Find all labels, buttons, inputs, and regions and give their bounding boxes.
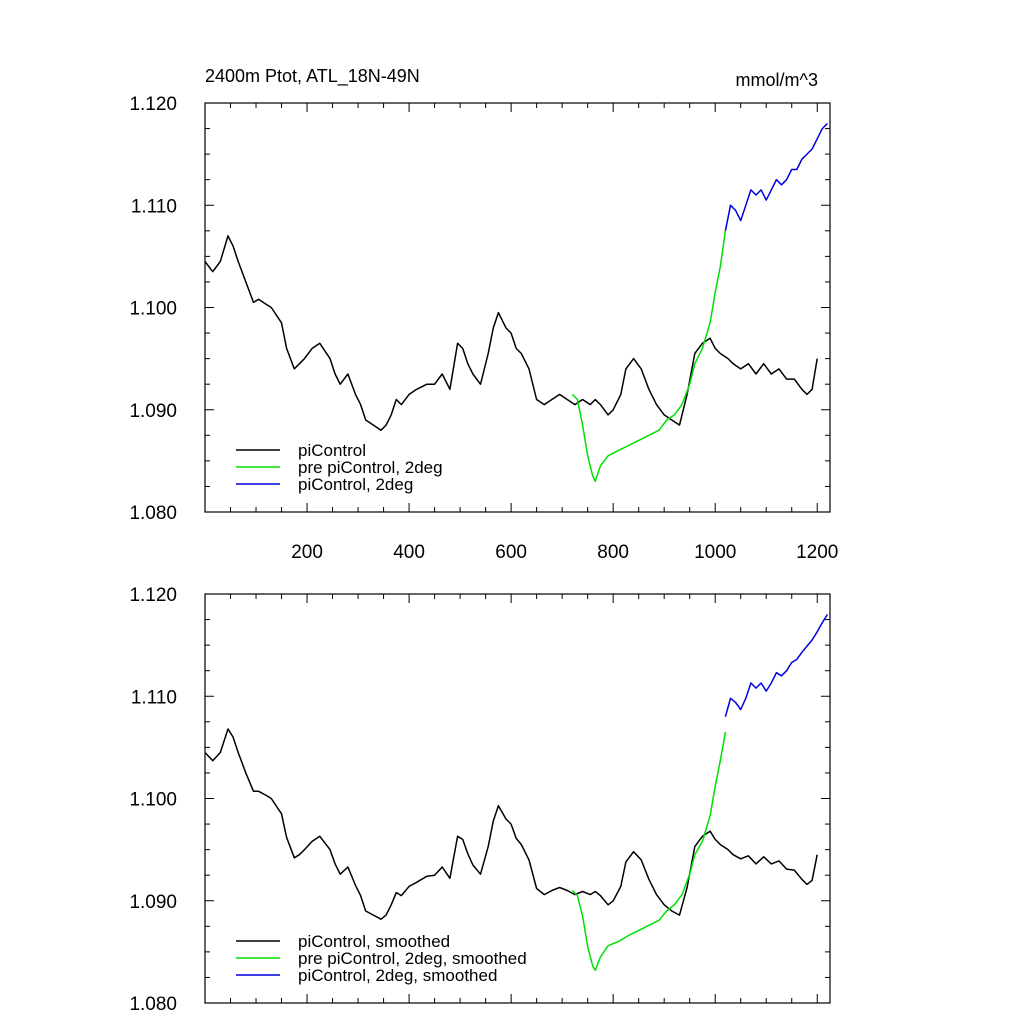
legend-label: piControl, 2deg [298, 475, 413, 494]
series-line [571, 731, 727, 972]
legend-label: piControl, smoothed [298, 932, 450, 951]
y-tick-label: 1.120 [129, 585, 177, 606]
y-tick-label: 1.100 [129, 299, 177, 320]
y-tick-label: 1.110 [131, 687, 177, 708]
chart-title: 2400m Ptot, ATL_18N-49N [205, 66, 420, 87]
x-tick-label: 1200 [796, 542, 838, 563]
x-tick-label: 400 [393, 542, 425, 563]
legend-label: pre piControl, 2deg, smoothed [298, 949, 527, 968]
x-tick-label: 800 [597, 542, 629, 563]
x-tick-label: 200 [291, 542, 323, 563]
y-tick-label: 1.090 [129, 892, 177, 913]
top-chart: 2400m Ptot, ATL_18N-49N mmol/m^3 1.080 1.… [129, 66, 838, 563]
y-tick-label: 1.100 [129, 790, 177, 811]
legend-label: piControl, 2deg, smoothed [298, 966, 497, 985]
series-line [204, 235, 818, 431]
series-line [204, 728, 818, 920]
series-line [571, 230, 727, 483]
x-tick-label: 1000 [694, 542, 736, 563]
legend-label: pre piControl, 2deg [298, 458, 443, 477]
y-tick-label: 1.080 [129, 994, 177, 1015]
y-tick-label: 1.120 [129, 94, 177, 115]
legend-label: piControl [298, 441, 366, 460]
chart-units: mmol/m^3 [736, 70, 818, 90]
series-line [724, 122, 828, 231]
x-tick-label: 600 [495, 542, 527, 563]
bottom-chart: 1.080 1.090 1.100 1.110 1.120 piControl, smoo… [129, 585, 831, 1015]
y-tick-label: 1.080 [129, 503, 177, 524]
y-tick-label: 1.110 [131, 196, 177, 217]
y-tick-label: 1.090 [129, 401, 177, 422]
series-line [724, 614, 829, 717]
